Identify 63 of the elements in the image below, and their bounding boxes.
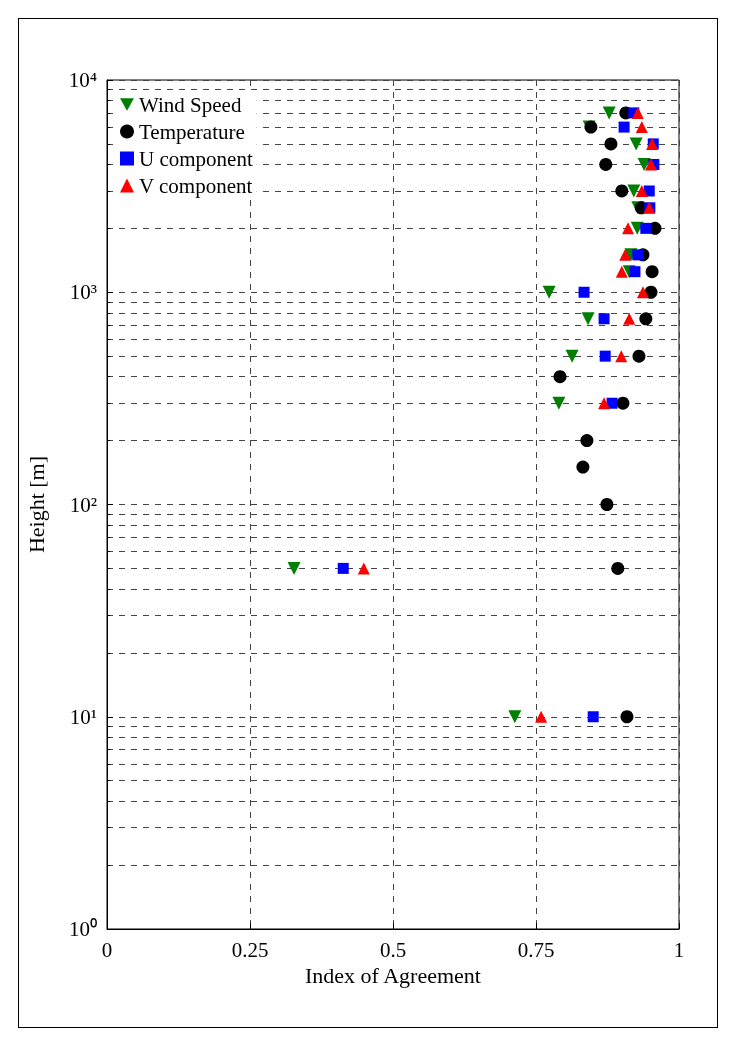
x-tick-label: 1 <box>673 937 685 962</box>
x-tick-label: 0.5 <box>379 937 407 962</box>
point <box>635 184 648 197</box>
point <box>587 711 599 723</box>
point <box>623 312 636 325</box>
point <box>535 710 548 723</box>
point <box>542 285 556 299</box>
point <box>618 121 630 133</box>
point <box>337 562 349 574</box>
point <box>552 396 566 410</box>
point <box>565 349 579 363</box>
point <box>640 222 652 234</box>
point <box>287 561 301 575</box>
point <box>599 157 613 171</box>
point <box>598 397 611 410</box>
point <box>631 106 644 119</box>
point <box>616 396 630 410</box>
y-axis-title: Height [m] <box>23 455 49 554</box>
x-tick-label: 0 <box>101 937 113 962</box>
point <box>632 349 646 363</box>
point <box>578 286 590 298</box>
point <box>615 184 629 198</box>
legend-label: Temperature <box>139 119 245 144</box>
point <box>632 249 644 261</box>
point <box>599 350 611 362</box>
point <box>606 397 618 409</box>
x-tick-label: 0.25 <box>231 937 269 962</box>
point <box>636 286 649 299</box>
x-tick-label: 0.75 <box>517 937 555 962</box>
point <box>508 710 522 724</box>
point <box>637 157 651 171</box>
y-tick-label: 10² <box>69 492 97 517</box>
point <box>553 370 567 384</box>
point <box>629 137 643 151</box>
point <box>620 710 634 724</box>
point <box>619 248 632 261</box>
point <box>611 561 625 575</box>
y-tick-label: 10¹ <box>69 704 97 729</box>
point <box>639 312 653 326</box>
point <box>615 350 628 363</box>
point <box>602 106 616 120</box>
point <box>576 460 590 474</box>
point <box>598 313 610 325</box>
point <box>645 265 659 279</box>
y-tick-label: 10⁰ <box>69 917 97 941</box>
legend-label: V component <box>139 173 253 198</box>
point <box>643 185 655 197</box>
point <box>580 434 594 448</box>
x-axis-title: Index of Agreement <box>305 963 481 989</box>
point <box>635 121 648 134</box>
y-tick-label: 10⁴ <box>68 68 97 92</box>
point <box>627 184 641 198</box>
legend-label: U component <box>139 146 253 171</box>
point <box>357 562 370 575</box>
point <box>600 498 614 511</box>
point <box>644 158 657 171</box>
point <box>604 137 618 151</box>
y-tick-label: 10³ <box>69 280 97 305</box>
point <box>615 265 628 278</box>
legend-label: Wind Speed <box>139 92 242 117</box>
point <box>629 266 641 278</box>
point <box>581 312 595 326</box>
point <box>622 222 635 235</box>
